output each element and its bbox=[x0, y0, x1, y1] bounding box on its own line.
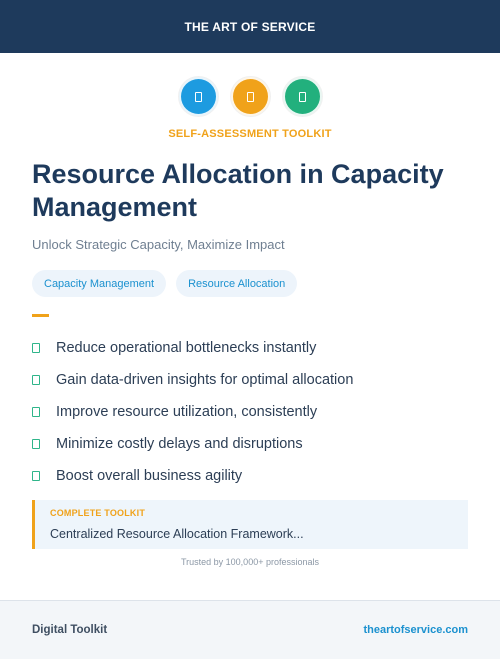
icon-row bbox=[0, 77, 500, 116]
document-icon bbox=[178, 77, 218, 116]
check-icon bbox=[32, 471, 40, 481]
benefit-list: Reduce operational bottlenecks instantly… bbox=[32, 332, 353, 492]
check-icon bbox=[32, 343, 40, 353]
tag-resource-allocation[interactable]: Resource Allocation bbox=[176, 270, 298, 297]
toolkit-kicker: SELF-ASSESSMENT TOOLKIT bbox=[168, 128, 332, 140]
check-icon bbox=[32, 439, 40, 449]
document-icon bbox=[282, 77, 322, 116]
header-bar: THE ART OF SERVICE bbox=[0, 0, 500, 53]
accent-divider bbox=[32, 314, 49, 317]
benefit-text: Reduce operational bottlenecks instantly bbox=[56, 340, 317, 356]
list-item: Boost overall business agility bbox=[32, 460, 353, 492]
page-title: Resource Allocation in Capacity Manageme… bbox=[32, 159, 444, 222]
page-subtitle: Unlock Strategic Capacity, Maximize Impa… bbox=[32, 237, 285, 252]
tag-list: Capacity Management Resource Allocation bbox=[32, 270, 298, 297]
list-item: Improve resource utilization, consistent… bbox=[32, 396, 353, 428]
check-icon bbox=[32, 375, 40, 385]
callout-label: COMPLETE TOOLKIT bbox=[50, 508, 146, 518]
footer-label: Digital Toolkit bbox=[32, 624, 108, 636]
benefit-text: Gain data-driven insights for optimal al… bbox=[56, 372, 354, 388]
list-item: Minimize costly delays and disruptions bbox=[32, 428, 353, 460]
footer-bar: Digital Toolkit theartofservice.com bbox=[0, 600, 500, 659]
benefit-text: Boost overall business agility bbox=[56, 468, 243, 484]
toolkit-callout: COMPLETE TOOLKIT Centralized Resource Al… bbox=[32, 500, 468, 549]
brand-name: THE ART OF SERVICE bbox=[184, 19, 316, 34]
check-icon bbox=[32, 407, 40, 417]
benefit-text: Minimize costly delays and disruptions bbox=[56, 436, 303, 452]
list-item: Reduce operational bottlenecks instantly bbox=[32, 332, 353, 364]
trust-note: Trusted by 100,000+ professionals bbox=[180, 557, 319, 567]
callout-text: Centralized Resource Allocation Framewor… bbox=[50, 527, 304, 541]
document-icon bbox=[230, 77, 270, 116]
list-item: Gain data-driven insights for optimal al… bbox=[32, 364, 353, 396]
benefit-text: Improve resource utilization, consistent… bbox=[56, 404, 318, 420]
tag-capacity-management[interactable]: Capacity Management bbox=[32, 270, 167, 297]
footer-link[interactable]: theartofservice.com bbox=[363, 624, 468, 636]
